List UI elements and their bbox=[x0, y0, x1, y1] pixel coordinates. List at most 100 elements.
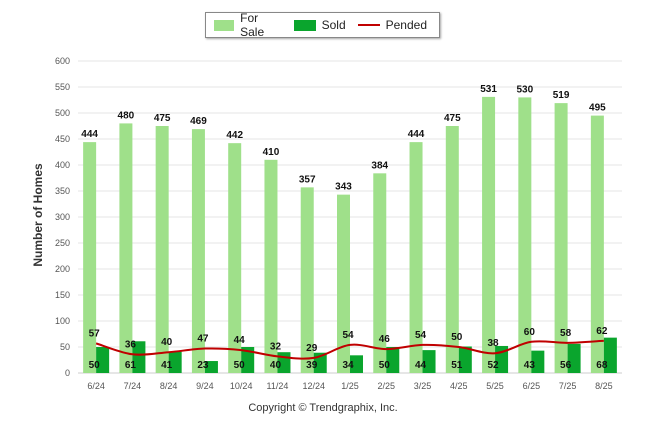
sold-value-label: 68 bbox=[596, 360, 608, 371]
sold-value-label: 34 bbox=[342, 360, 354, 371]
legend-item-sold[interactable]: Sold bbox=[293, 18, 346, 32]
sold-value-label: 43 bbox=[524, 360, 536, 371]
x-tick-label: 6/24 bbox=[87, 381, 105, 391]
for-sale-bar bbox=[191, 129, 205, 373]
y-tick-label: 300 bbox=[55, 212, 70, 222]
y-tick-label: 450 bbox=[55, 134, 70, 144]
pended-value-label: 46 bbox=[379, 334, 391, 345]
for-sale-swatch bbox=[214, 19, 235, 31]
for-sale-bar bbox=[518, 97, 532, 374]
sold-bar bbox=[531, 350, 545, 373]
pended-value-label: 62 bbox=[596, 326, 608, 337]
x-tick-label: 1/25 bbox=[341, 381, 359, 391]
for-sale-value-label: 475 bbox=[444, 113, 461, 124]
y-tick-label: 600 bbox=[55, 56, 70, 66]
for-sale-bar bbox=[373, 173, 387, 373]
sold-value-label: 44 bbox=[415, 360, 427, 371]
sold-swatch bbox=[293, 19, 316, 31]
sold-bar bbox=[241, 347, 255, 373]
y-tick-label: 0 bbox=[65, 368, 70, 378]
sold-value-label: 50 bbox=[89, 360, 101, 371]
x-tick-label: 8/25 bbox=[595, 381, 613, 391]
y-tick-label: 550 bbox=[55, 82, 70, 92]
pended-value-label: 54 bbox=[415, 330, 427, 341]
sold-value-label: 50 bbox=[234, 360, 246, 371]
for-sale-bar bbox=[337, 194, 350, 373]
sold-value-label: 56 bbox=[560, 360, 572, 371]
for-sale-value-label: 495 bbox=[589, 103, 606, 114]
pended-value-label: 50 bbox=[451, 332, 463, 343]
x-tick-label: 7/24 bbox=[124, 381, 142, 391]
for-sale-bar bbox=[445, 126, 459, 373]
pended-value-label: 38 bbox=[488, 338, 500, 349]
sold-bar bbox=[603, 337, 617, 373]
pended-value-label: 57 bbox=[89, 328, 101, 339]
sold-bar bbox=[204, 361, 218, 373]
legend-label-pended: Pended bbox=[385, 18, 427, 32]
pended-value-label: 40 bbox=[161, 337, 173, 348]
sold-bar bbox=[386, 347, 400, 373]
for-sale-value-label: 475 bbox=[154, 113, 171, 124]
x-tick-label: 12/24 bbox=[302, 381, 325, 391]
pended-swatch bbox=[357, 24, 380, 26]
x-tick-label: 11/24 bbox=[267, 381, 289, 391]
y-tick-label: 150 bbox=[55, 290, 70, 300]
x-tick-label: 2/25 bbox=[378, 381, 396, 391]
data-labels: 444 50 57 480 61 36 475 41 40 469 23 47 442 50 44 410 40… bbox=[81, 84, 608, 371]
for-sale-bar bbox=[228, 143, 242, 373]
for-sale-value-label: 531 bbox=[480, 84, 497, 95]
y-axis-title: Number of Homes bbox=[31, 163, 45, 267]
sold-value-label: 51 bbox=[451, 360, 463, 371]
for-sale-value-label: 410 bbox=[263, 147, 280, 158]
pended-value-label: 29 bbox=[306, 343, 318, 354]
sold-bar bbox=[422, 350, 436, 373]
sold-value-label: 61 bbox=[125, 360, 137, 371]
for-sale-value-label: 480 bbox=[118, 110, 135, 121]
for-sale-bar bbox=[482, 96, 496, 373]
for-sale-bar bbox=[300, 187, 314, 373]
for-sale-value-label: 519 bbox=[553, 90, 570, 101]
y-tick-label: 350 bbox=[55, 186, 70, 196]
pended-value-label: 36 bbox=[125, 339, 137, 350]
for-sale-bar bbox=[119, 123, 133, 374]
legend-item-pended[interactable]: Pended bbox=[357, 18, 427, 32]
sold-value-label: 23 bbox=[197, 360, 209, 371]
for-sale-value-label: 357 bbox=[299, 174, 316, 185]
legend: For Sale Sold Pended bbox=[205, 11, 440, 39]
y-tick-label: 250 bbox=[55, 238, 70, 248]
sold-value-label: 40 bbox=[270, 360, 282, 371]
sold-bar bbox=[458, 346, 472, 373]
sold-bar bbox=[567, 343, 581, 373]
x-tick-label: 3/25 bbox=[414, 381, 432, 391]
for-sale-bar bbox=[83, 142, 97, 373]
copyright-text: Copyright © Trendgraphix, Inc. bbox=[248, 402, 398, 414]
pended-series-line bbox=[95, 339, 604, 360]
pended-value-label: 47 bbox=[197, 334, 209, 345]
y-axis-ticks: 0 50 100 150 200 250 300 350 400 450 500 550 600 bbox=[55, 56, 70, 378]
for-sale-bar bbox=[409, 142, 423, 373]
pended-value-label: 58 bbox=[560, 328, 572, 339]
x-tick-label: 4/25 bbox=[450, 381, 468, 391]
for-sale-value-label: 343 bbox=[335, 182, 352, 193]
sold-value-label: 41 bbox=[161, 360, 173, 371]
x-tick-label: 6/25 bbox=[523, 381, 541, 391]
pended-value-label: 32 bbox=[270, 341, 282, 352]
x-tick-label: 9/24 bbox=[196, 381, 214, 391]
for-sale-value-label: 444 bbox=[81, 129, 98, 140]
bars bbox=[83, 96, 617, 374]
for-sale-value-label: 384 bbox=[371, 160, 388, 171]
for-sale-bar bbox=[264, 159, 278, 373]
for-sale-value-label: 444 bbox=[408, 129, 425, 140]
for-sale-bar bbox=[554, 103, 568, 374]
x-tick-label: 10/24 bbox=[230, 381, 253, 391]
pended-line bbox=[95, 339, 604, 360]
pended-value-label: 54 bbox=[342, 330, 354, 341]
x-tick-label: 5/25 bbox=[486, 381, 504, 391]
for-sale-value-label: 530 bbox=[516, 84, 533, 95]
y-tick-label: 200 bbox=[55, 264, 70, 274]
legend-item-for-sale[interactable]: For Sale bbox=[214, 11, 282, 39]
y-tick-label: 500 bbox=[55, 108, 70, 118]
x-axis-ticks: 6/24 7/24 8/24 9/24 10/24 11/24 12/24 1/25 2/25 3… bbox=[87, 381, 612, 391]
legend-label-sold: Sold bbox=[321, 18, 346, 32]
